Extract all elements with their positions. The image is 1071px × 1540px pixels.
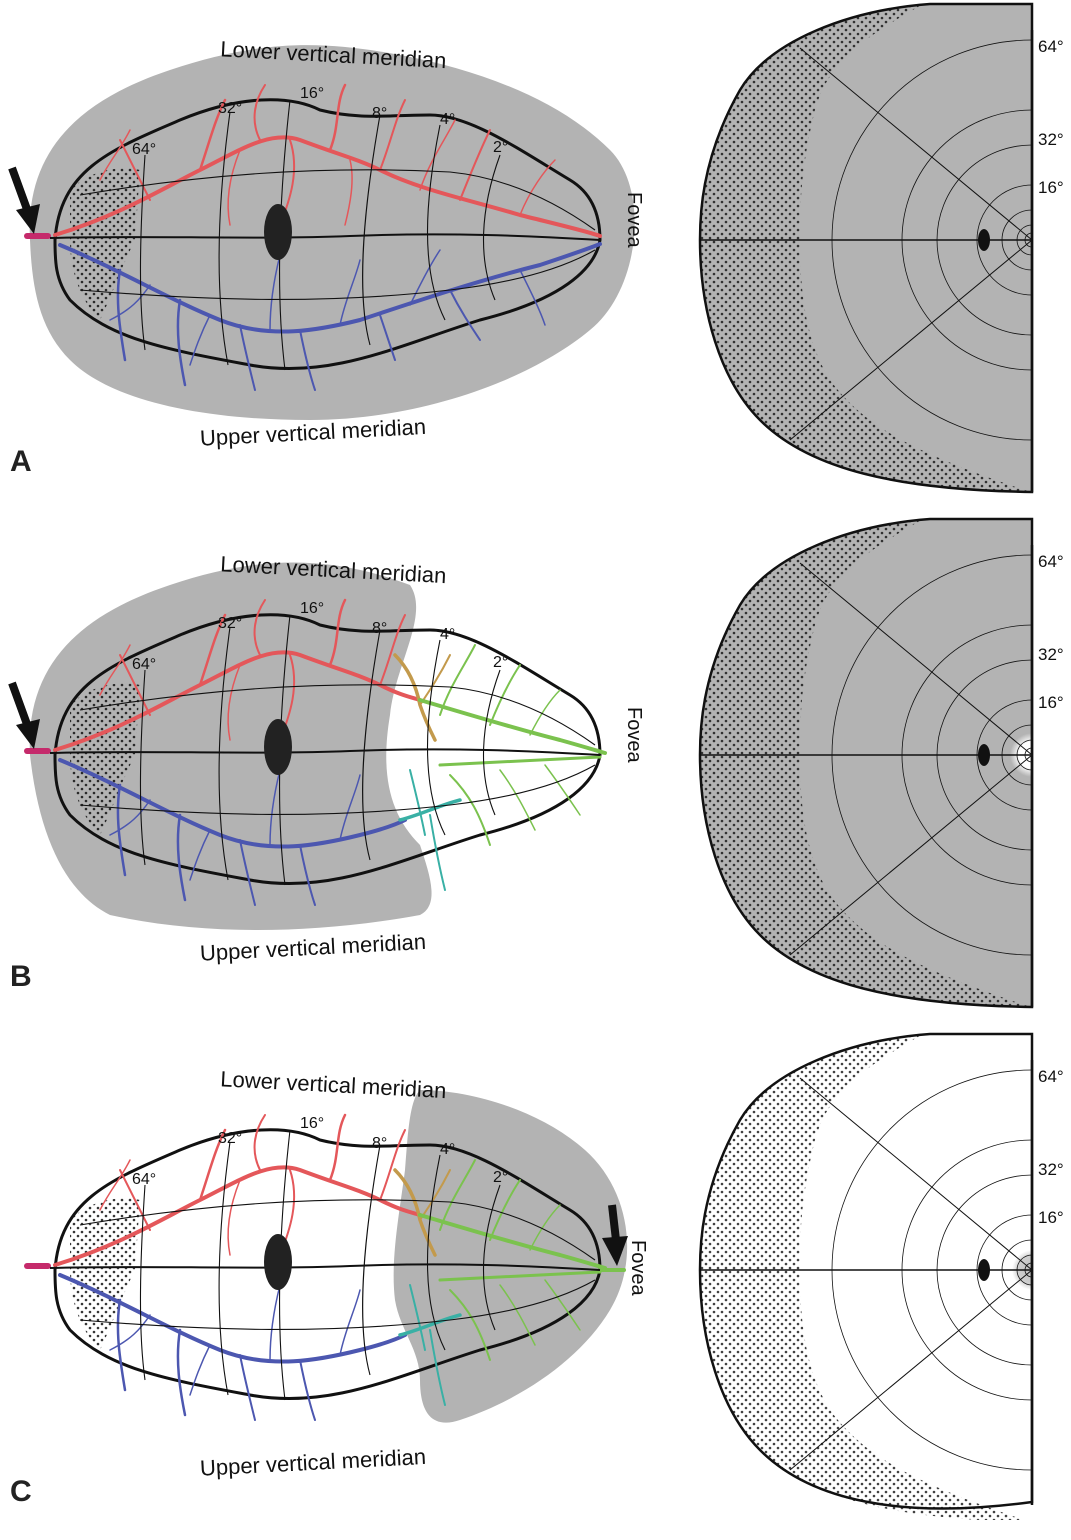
fovea-label: Fovea [627,1240,649,1296]
temporal-crescent [70,168,140,320]
ecc-8: 8° [372,105,387,122]
ecc-32: 32° [218,615,242,632]
ecc-2: 2° [493,139,508,156]
active-region [29,562,432,930]
map-ecc-64: 64° [1038,1067,1064,1086]
horizontal-meridian [49,748,601,756]
lower-vessels [58,758,407,906]
panel-b-figure: Lower vertical meridian Upper vertical m… [8,517,1064,1009]
temporal-crescent [70,683,140,835]
map-ecc-64: 64° [1038,37,1064,56]
ecc-2: 2° [493,1169,508,1186]
active-region [29,45,635,420]
ecc-4: 4° [440,626,455,643]
horizontal-meridian [49,1263,601,1271]
panel-c-figure: Lower vertical meridian Upper vertical m… [24,1032,1064,1520]
cortex-outline [53,613,602,886]
cortex-outline [53,98,602,371]
visual-field-map: 64° 32° 16° [698,517,1064,1009]
ecc-8: 8° [372,620,387,637]
map-ecc-32: 32° [1038,130,1064,149]
blind-spot [264,1234,292,1290]
temporal-crescent [70,1198,140,1350]
iso-eccentricity-lines [139,1129,501,1401]
label-bottom: Upper vertical meridian [199,929,426,966]
blind-spot [264,719,292,775]
fovea-arrow [602,1204,628,1266]
foveal-vessels [418,1159,626,1361]
ecc-8: 8° [372,1135,387,1152]
upper-vessels [53,83,602,238]
ecc-2: 2° [493,654,508,671]
label-bottom: Upper vertical meridian [199,414,426,451]
fovea-label: Fovea [623,192,645,248]
map-ecc-32: 32° [1038,645,1064,664]
teal-vessels [398,1284,462,1406]
ecc-32: 32° [218,100,242,117]
lower-vessels [58,242,602,391]
blind-spot [264,204,292,260]
ecc-64: 64° [132,656,156,673]
ecc-4: 4° [440,1141,455,1158]
ecc-16: 16° [300,1115,324,1132]
ecc-64: 64° [132,141,156,158]
lower-vessels [58,1273,407,1421]
ecc-32: 32° [218,1130,242,1147]
active-region [393,1090,628,1423]
panel-a: Lower vertical meridian Upper vertical m… [0,0,1071,510]
label-bottom: Upper vertical meridian [199,1444,426,1481]
panel-label-c: C [10,1475,32,1508]
panel-label-a: A [10,445,32,478]
occipital-pole-arrow [8,681,40,749]
foveal-vessels [418,644,607,846]
map-ecc-32: 32° [1038,1160,1064,1179]
ecc-16: 16° [300,85,324,102]
map-ecc-64: 64° [1038,552,1064,571]
ecc-4: 4° [440,111,455,128]
occipital-pole-arrow [8,166,40,234]
cortex-outline [53,1128,602,1401]
fovea-label: Fovea [623,707,645,763]
label-top: Lower vertical meridian [220,1066,447,1103]
transition-vessels [393,653,451,742]
map-ecc-16: 16° [1038,178,1064,197]
map-ecc-16: 16° [1038,1208,1064,1227]
panel-c: Lower vertical meridian Upper vertical m… [0,1030,1071,1540]
ecc-64: 64° [132,1171,156,1188]
horizontal-meridian [49,233,601,241]
ecc-16: 16° [300,600,324,617]
map-ecc-16: 16° [1038,693,1064,712]
panel-label-b: B [10,960,32,993]
panel-b: Lower vertical meridian Upper vertical m… [0,515,1071,1025]
teal-vessels [398,769,462,891]
visual-field-map: 64° 32° 16° [698,1032,1064,1520]
visual-field-map: 64° 32° 16° [698,2,1064,494]
panel-a-figure: Lower vertical meridian Upper vertical m… [8,2,1064,494]
